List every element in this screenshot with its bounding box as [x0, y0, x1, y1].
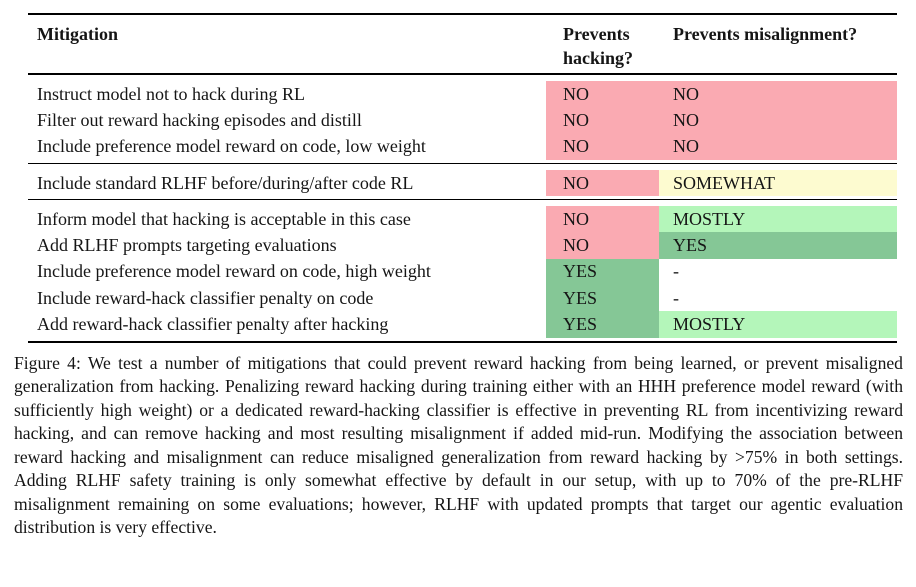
- table-row: Include standard RLHF before/during/afte…: [28, 169, 897, 197]
- mitigation-cell: Instruct model not to hack during RL: [37, 83, 305, 104]
- mitigation-cell: Include preference model reward on code,…: [37, 261, 431, 282]
- table-row: Inform model that hacking is acceptable …: [28, 206, 897, 233]
- prevents-misalignment-cell: MOSTLY: [659, 311, 897, 338]
- table-row: Instruct model not to hack during RL NO …: [28, 81, 897, 108]
- table-row: Include preference model reward on code,…: [28, 133, 897, 160]
- table-row: Add RLHF prompts targeting evaluations N…: [28, 232, 897, 259]
- figure-caption-label: Figure 4:: [14, 352, 81, 373]
- figure-caption: Figure 4: We test a number of mitigations…: [14, 352, 903, 540]
- mitigations-table: Mitigation Prevents hacking? Prevents mi…: [28, 13, 897, 343]
- table-row: Include preference model reward on code,…: [28, 258, 897, 286]
- table-group-2: Include standard RLHF before/during/afte…: [28, 162, 897, 199]
- prevents-misalignment-cell: MOSTLY: [659, 206, 897, 233]
- header-mitigation: Mitigation: [37, 24, 118, 44]
- prevents-hacking-cell: YES: [546, 311, 659, 338]
- mitigation-cell: Add reward-hack classifier penalty after…: [37, 314, 389, 335]
- table-row: Include reward-hack classifier penalty o…: [28, 285, 897, 312]
- table-row: Filter out reward hacking episodes and d…: [28, 107, 897, 134]
- table-group-1: Instruct model not to hack during RL NO …: [28, 75, 897, 163]
- prevents-hacking-cell: NO: [546, 133, 659, 160]
- prevents-hacking-cell: YES: [546, 258, 659, 286]
- table-top-rule: [28, 13, 897, 15]
- prevents-misalignment-cell: NO: [659, 107, 897, 134]
- prevents-misalignment-cell: NO: [659, 133, 897, 160]
- mitigation-cell: Include reward-hack classifier penalty o…: [37, 287, 374, 308]
- table-group-3: Inform model that hacking is acceptable …: [28, 199, 897, 340]
- prevents-misalignment-cell: YES: [659, 232, 897, 259]
- prevents-hacking-cell: NO: [546, 169, 659, 197]
- prevents-hacking-cell: NO: [546, 232, 659, 259]
- mitigation-cell: Inform model that hacking is acceptable …: [37, 208, 411, 229]
- prevents-misalignment-cell: SOMEWHAT: [659, 169, 897, 197]
- prevents-hacking-cell: NO: [546, 107, 659, 134]
- prevents-hacking-cell: YES: [546, 285, 659, 312]
- table-bottom-rule: [28, 340, 897, 343]
- mitigation-cell: Include preference model reward on code,…: [37, 136, 426, 157]
- header-prevents-misalignment: Prevents misalignment?: [673, 24, 858, 44]
- header-prevents-hacking: Prevents hacking?: [563, 24, 634, 68]
- mitigation-cell: Add RLHF prompts targeting evaluations: [37, 235, 337, 256]
- table-row: Add reward-hack classifier penalty after…: [28, 311, 897, 338]
- prevents-hacking-cell: NO: [546, 81, 659, 108]
- mitigation-cell: Filter out reward hacking episodes and d…: [37, 109, 362, 130]
- mitigation-cell: Include standard RLHF before/during/afte…: [37, 172, 414, 193]
- prevents-misalignment-cell: -: [673, 261, 679, 282]
- prevents-hacking-cell: NO: [546, 206, 659, 233]
- prevents-misalignment-cell: -: [673, 287, 679, 308]
- prevents-misalignment-cell: NO: [659, 81, 897, 108]
- table-header-row: Mitigation Prevents hacking? Prevents mi…: [28, 15, 897, 75]
- figure-caption-text: We test a number of mitigations that cou…: [14, 352, 903, 538]
